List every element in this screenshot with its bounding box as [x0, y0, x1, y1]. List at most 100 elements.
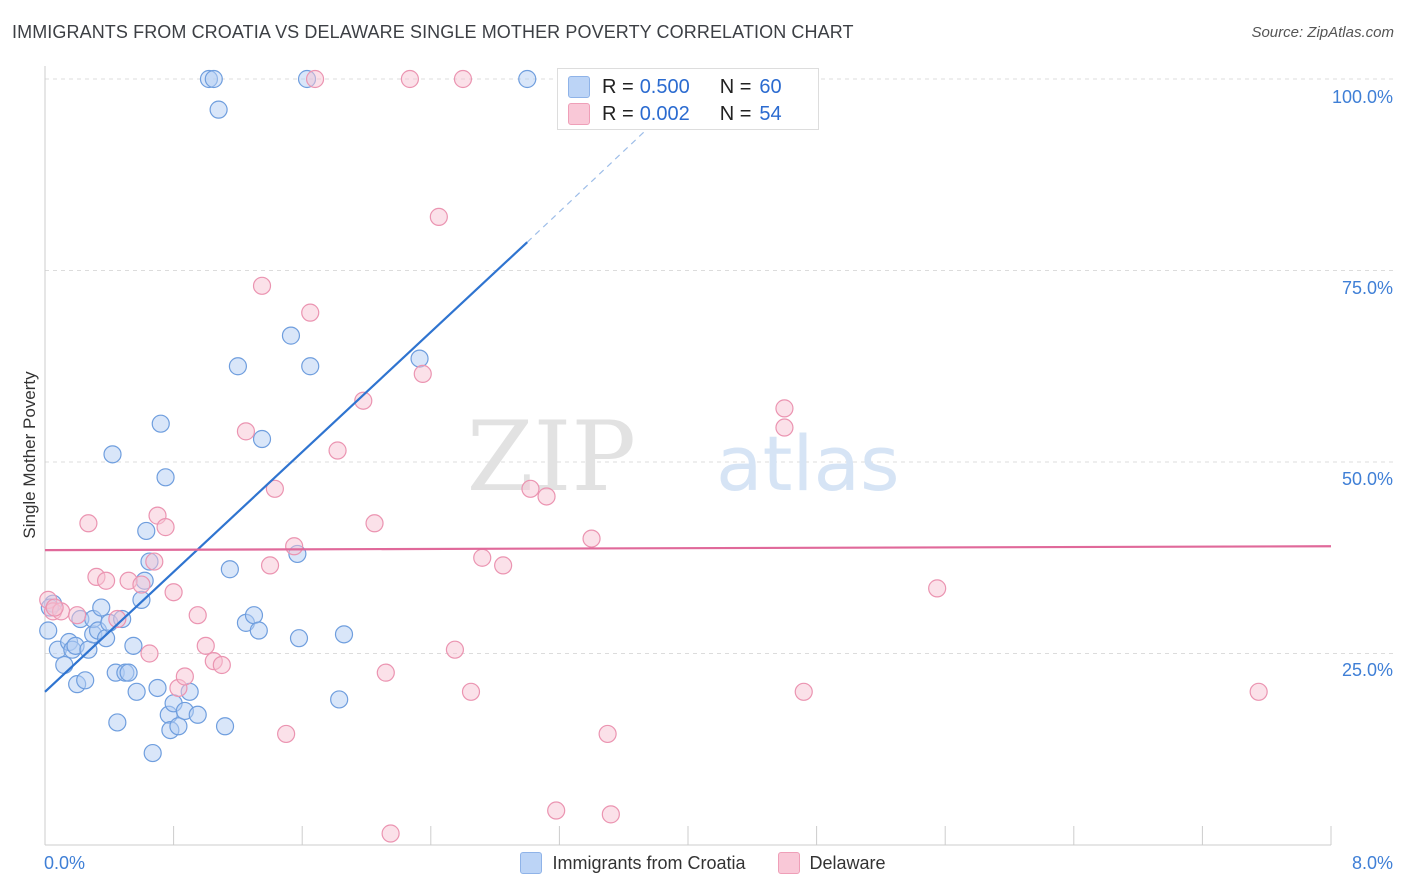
- pink-swatch: [568, 103, 590, 125]
- data-point: [127, 682, 146, 701]
- data-point: [334, 625, 354, 644]
- trend-line-croatia-extension: [526, 114, 663, 243]
- y-axis-label: Single Mother Poverty: [20, 371, 39, 539]
- data-point: [400, 69, 420, 89]
- data-point: [461, 682, 481, 701]
- data-point: [429, 207, 448, 226]
- data-point: [277, 724, 296, 744]
- data-point: [68, 606, 87, 625]
- data-point: [775, 399, 794, 418]
- data-point: [220, 560, 239, 579]
- data-point: [175, 667, 194, 686]
- data-point: [445, 640, 465, 659]
- data-point: [39, 621, 58, 640]
- data-point: [473, 548, 492, 567]
- data-point: [79, 514, 98, 533]
- data-point: [96, 571, 116, 590]
- data-point: [601, 805, 620, 824]
- data-point: [410, 349, 429, 368]
- data-point: [301, 357, 320, 376]
- data-point: [1249, 682, 1268, 701]
- data-point: [212, 655, 231, 675]
- x-tick-label: 0.0%: [44, 853, 85, 873]
- data-point: [289, 629, 309, 648]
- data-point: [148, 678, 167, 698]
- source-label: Source: ZipAtlas.com: [1251, 24, 1394, 41]
- data-point: [188, 705, 207, 724]
- data-point: [96, 629, 116, 648]
- data-point: [140, 644, 159, 663]
- series-delaware: [39, 69, 1268, 843]
- data-point: [164, 583, 183, 602]
- data-point: [119, 663, 138, 682]
- data-point: [236, 422, 256, 441]
- data-point: [108, 713, 127, 732]
- chart-title: IMMIGRANTS FROM CROATIA VS DELAWARE SING…: [12, 22, 854, 42]
- blue-swatch: [520, 852, 543, 874]
- data-point: [209, 100, 228, 119]
- legend-label: Delaware: [809, 852, 886, 873]
- data-point: [305, 69, 325, 89]
- data-point: [775, 418, 794, 437]
- data-point: [92, 598, 111, 617]
- stats-legend: R = 0.500 N = 60 R = 0.002 N = 54: [557, 68, 819, 130]
- legend-item-croatia[interactable]: Immigrants from Croatia: [520, 852, 746, 874]
- n-label: N =: [719, 75, 752, 98]
- stats-row-delaware: R = 0.002 N = 54: [568, 100, 782, 128]
- data-point: [521, 479, 540, 498]
- y-tick-label: 100.0%: [1332, 87, 1393, 107]
- trend-line-delaware: [44, 545, 1332, 552]
- data-point: [518, 69, 537, 89]
- r-value: 0.500: [639, 75, 690, 98]
- data-point: [354, 391, 373, 410]
- axes: [44, 66, 1332, 846]
- legend-label: Immigrants from Croatia: [552, 852, 746, 873]
- data-point: [285, 537, 304, 556]
- data-point: [204, 69, 223, 89]
- legend-item-delaware[interactable]: Delaware: [777, 852, 886, 874]
- data-point: [330, 690, 349, 709]
- data-point: [301, 303, 320, 322]
- data-point: [132, 590, 151, 609]
- series-immigrants-from-croatia: [39, 69, 537, 763]
- data-point: [145, 552, 164, 571]
- y-tick-label: 50.0%: [1342, 469, 1393, 489]
- pink-swatch: [777, 852, 800, 874]
- n-value: 54: [759, 102, 782, 125]
- tick-labels: 100.0% 75.0% 50.0% 25.0% 0.0% 8.0%: [44, 87, 1393, 873]
- blue-swatch: [568, 76, 590, 98]
- trend-line-croatia: [44, 241, 529, 693]
- data-point: [151, 414, 170, 433]
- data-point: [582, 529, 601, 548]
- y-tick-label: 75.0%: [1342, 278, 1393, 298]
- data-point: [265, 479, 284, 498]
- data-point: [547, 801, 566, 820]
- data-point: [215, 717, 235, 736]
- data-point: [453, 69, 473, 89]
- data-point: [137, 521, 156, 541]
- data-point: [132, 575, 151, 594]
- n-value: 60: [759, 75, 782, 98]
- data-point: [143, 743, 162, 763]
- r-label: R =: [602, 102, 634, 125]
- data-point: [108, 609, 127, 629]
- data-point: [281, 326, 301, 345]
- x-tick-label: 8.0%: [1352, 853, 1393, 873]
- trend-lines: [44, 114, 1332, 693]
- data-point: [252, 429, 272, 449]
- y-tick-label: 25.0%: [1342, 660, 1393, 680]
- grid-lines: [45, 78, 1395, 654]
- data-point: [598, 724, 617, 744]
- data-point: [103, 445, 122, 464]
- data-point: [537, 487, 556, 506]
- data-point: [156, 468, 175, 487]
- data-point: [156, 518, 175, 537]
- watermark: ZIP atlas: [467, 401, 900, 513]
- data-point: [228, 357, 247, 376]
- data-point: [196, 636, 215, 655]
- data-point: [55, 655, 74, 675]
- data-point: [494, 556, 513, 575]
- data-point: [244, 606, 264, 625]
- data-point: [328, 441, 347, 460]
